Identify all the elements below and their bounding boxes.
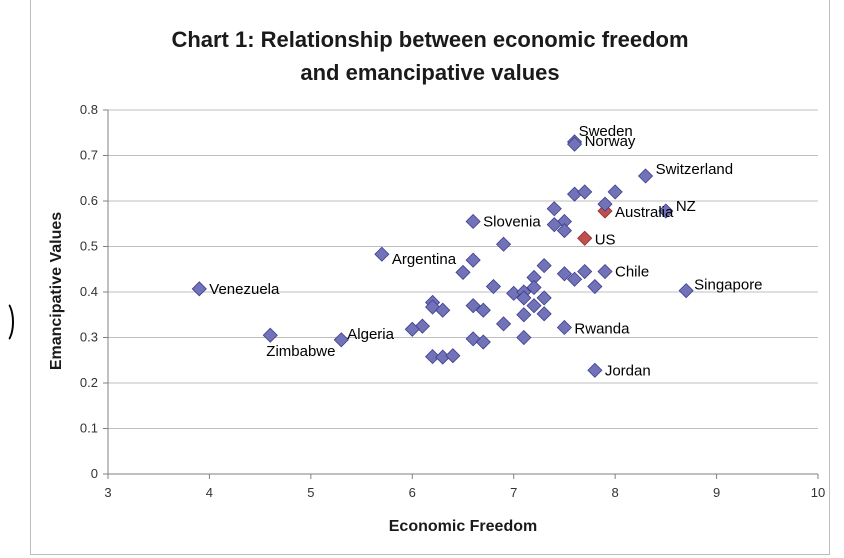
data-points <box>191 134 694 378</box>
data-point <box>577 263 593 280</box>
data-point <box>404 321 420 337</box>
data-point-us <box>577 230 593 246</box>
data-point-jordan <box>587 362 603 378</box>
point-label-us: US <box>595 231 616 248</box>
data-point <box>556 223 572 239</box>
y-tick-label: 0.7 <box>80 148 98 163</box>
tick-labels: 0 0.1 0.2 0.3 0.4 0.5 0.6 0.7 0.8 3 4 5 6 7 8 9 10 <box>80 102 825 500</box>
data-point-nz <box>658 203 674 219</box>
x-tick-label: 9 <box>713 485 720 500</box>
data-point <box>546 201 562 217</box>
chart-title-line-2: and emancipative values <box>300 60 559 85</box>
gridlines <box>108 109 818 429</box>
point-label-nz: NZ <box>676 198 696 215</box>
data-point <box>607 184 623 200</box>
point-label-argentina: Argentina <box>392 251 457 268</box>
data-point <box>425 349 441 365</box>
chart-title-line-1: Chart 1: Relationship between economic f… <box>171 27 688 52</box>
y-axis-title: Emancipative Values <box>48 212 65 370</box>
data-point-zimbabwe <box>262 327 278 343</box>
point-label-norway: Norway <box>585 133 636 150</box>
data-point <box>465 252 481 268</box>
point-label-singapore: Singapore <box>694 277 762 294</box>
x-tick-label: 4 <box>206 485 213 500</box>
data-point <box>577 184 593 200</box>
x-tick-label: 8 <box>612 485 619 500</box>
point-label-zimbabwe: Zimbabwe <box>266 343 335 360</box>
data-point-slovenia <box>465 213 481 230</box>
point-label-australia: Australia <box>615 204 674 221</box>
y-tick-label: 0.3 <box>80 330 98 345</box>
data-point <box>536 306 552 322</box>
x-tick-label: 6 <box>409 485 416 500</box>
data-point-rwanda <box>556 319 572 336</box>
y-tick-label: 0.5 <box>80 239 98 254</box>
data-point <box>516 290 532 306</box>
left-edge-fragment <box>0 300 14 344</box>
point-label-slovenia: Slovenia <box>483 213 541 230</box>
point-label-switzerland: Switzerland <box>656 161 734 178</box>
y-tick-label: 0.6 <box>80 193 98 208</box>
data-point <box>496 316 512 332</box>
x-tick-label: 3 <box>104 485 111 500</box>
data-point <box>536 258 552 274</box>
x-tick-label: 7 <box>510 485 517 500</box>
point-label-sweden: Sweden <box>579 123 633 140</box>
y-tick-label: 0.2 <box>80 375 98 390</box>
x-tick-label: 5 <box>307 485 314 500</box>
data-point <box>567 271 583 287</box>
axes <box>103 109 819 479</box>
data-point <box>526 298 542 314</box>
x-axis-title: Economic Freedom <box>389 518 537 535</box>
data-point <box>465 298 481 314</box>
data-point <box>435 302 451 318</box>
y-tick-label: 0.8 <box>80 102 98 117</box>
point-label-chile: Chile <box>615 264 649 281</box>
data-point-chile <box>597 263 613 280</box>
data-point <box>455 264 471 281</box>
point-label-rwanda: Rwanda <box>574 320 630 337</box>
data-point <box>536 290 552 306</box>
data-point-singapore <box>678 283 694 299</box>
data-point <box>597 196 613 212</box>
data-point-norway <box>567 136 583 152</box>
point-label-venezuela: Venezuela <box>209 281 280 298</box>
data-point <box>587 278 603 295</box>
data-point-venezuela <box>191 281 207 297</box>
data-point <box>516 307 532 323</box>
point-label-algeria: Algeria <box>347 326 394 343</box>
data-point <box>556 266 572 282</box>
data-point-algeria <box>333 332 349 348</box>
data-point-switzerland <box>638 168 654 184</box>
data-point-argentina <box>374 246 390 262</box>
y-tick-label: 0.4 <box>80 284 98 299</box>
data-point <box>526 279 542 296</box>
data-point <box>485 278 501 295</box>
data-point <box>475 302 491 318</box>
y-tick-label: 0 <box>91 466 98 481</box>
data-point <box>496 236 512 252</box>
data-point <box>516 329 532 346</box>
chart-frame <box>30 0 830 555</box>
data-point <box>475 334 491 350</box>
x-tick-label: 10 <box>811 485 825 500</box>
y-tick-label: 0.1 <box>80 421 98 436</box>
point-label-jordan: Jordan <box>605 362 651 379</box>
data-point <box>445 348 461 364</box>
data-point <box>546 217 562 233</box>
